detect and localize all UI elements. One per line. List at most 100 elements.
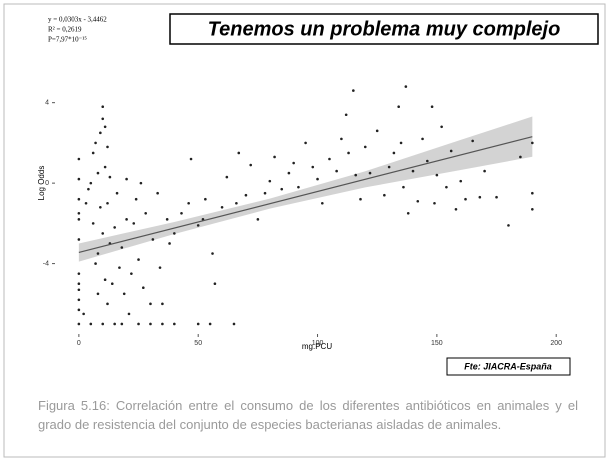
point xyxy=(130,272,133,275)
point xyxy=(173,232,176,235)
x-tick-label: 200 xyxy=(550,340,562,347)
point xyxy=(134,197,138,201)
point xyxy=(161,302,164,306)
point xyxy=(144,212,147,215)
point xyxy=(96,171,100,175)
point xyxy=(94,262,97,265)
point xyxy=(344,113,348,117)
equation: y = 0,0303x - 3,4462 xyxy=(48,16,107,24)
regression-line xyxy=(78,136,533,254)
point xyxy=(440,125,443,129)
confidence-band xyxy=(78,116,533,262)
point xyxy=(108,175,112,179)
point xyxy=(165,218,169,221)
point xyxy=(483,169,486,173)
point xyxy=(96,292,100,296)
point xyxy=(89,322,93,326)
point xyxy=(225,175,229,179)
point xyxy=(187,201,190,205)
point xyxy=(399,141,403,145)
point xyxy=(495,195,498,199)
y-axis-label: Log Odds xyxy=(37,166,46,201)
point xyxy=(120,322,124,326)
point xyxy=(392,151,396,155)
point xyxy=(77,212,81,215)
point xyxy=(106,302,109,306)
source: Fte: JIACRA-España xyxy=(464,361,552,371)
y-tick-label: -4 xyxy=(43,260,49,267)
point xyxy=(196,322,200,326)
point xyxy=(244,193,248,197)
point xyxy=(77,288,81,292)
point xyxy=(347,151,350,155)
point xyxy=(363,145,367,149)
point xyxy=(77,282,81,286)
point xyxy=(397,105,400,108)
point xyxy=(125,177,128,181)
point xyxy=(531,141,534,145)
point xyxy=(321,201,324,205)
point xyxy=(161,322,164,326)
point xyxy=(77,272,81,275)
point xyxy=(237,151,241,155)
point xyxy=(204,197,207,201)
point xyxy=(359,197,362,201)
point xyxy=(435,173,439,177)
point xyxy=(101,322,105,326)
point xyxy=(151,238,155,241)
point xyxy=(416,199,420,203)
point xyxy=(168,242,171,245)
point xyxy=(77,238,81,241)
point xyxy=(99,131,102,135)
point xyxy=(368,171,372,175)
point xyxy=(77,308,81,312)
point xyxy=(137,258,140,261)
point xyxy=(383,193,386,197)
point xyxy=(287,171,291,175)
point xyxy=(149,302,152,306)
point xyxy=(387,165,391,169)
point xyxy=(101,232,105,235)
point xyxy=(211,252,214,255)
point xyxy=(507,224,510,227)
point xyxy=(196,224,200,227)
point xyxy=(531,191,534,195)
point xyxy=(110,282,114,286)
point xyxy=(77,298,81,302)
point xyxy=(180,212,183,215)
caption: Figura 5.16: Correlación entre el consum… xyxy=(38,398,578,432)
point xyxy=(402,185,405,189)
point xyxy=(263,191,267,195)
point xyxy=(354,173,358,177)
point xyxy=(328,157,331,161)
point xyxy=(127,312,131,316)
point xyxy=(82,312,85,316)
point xyxy=(91,222,95,225)
x-axis-label: mg.PCU xyxy=(302,342,332,351)
point xyxy=(273,155,276,159)
point xyxy=(433,201,436,205)
point xyxy=(454,207,458,211)
equation: P=7,97*10⁻¹⁵ xyxy=(48,36,87,44)
point xyxy=(96,252,100,255)
point xyxy=(292,161,295,165)
y-tick-label: 4 xyxy=(45,100,49,107)
point xyxy=(430,105,434,108)
point xyxy=(352,89,355,92)
point xyxy=(208,322,212,326)
point xyxy=(101,105,105,108)
point xyxy=(84,201,88,205)
source-box xyxy=(446,357,571,376)
point xyxy=(459,179,463,183)
point xyxy=(256,218,260,221)
point xyxy=(87,187,90,191)
x-tick-label: 100 xyxy=(312,340,324,347)
point xyxy=(91,151,95,155)
point xyxy=(297,185,300,189)
y-tick-label: 0 xyxy=(45,180,49,187)
point xyxy=(464,197,467,201)
point xyxy=(471,139,474,143)
point xyxy=(478,195,482,199)
point xyxy=(125,218,128,221)
x-tick-label: 150 xyxy=(431,340,443,347)
